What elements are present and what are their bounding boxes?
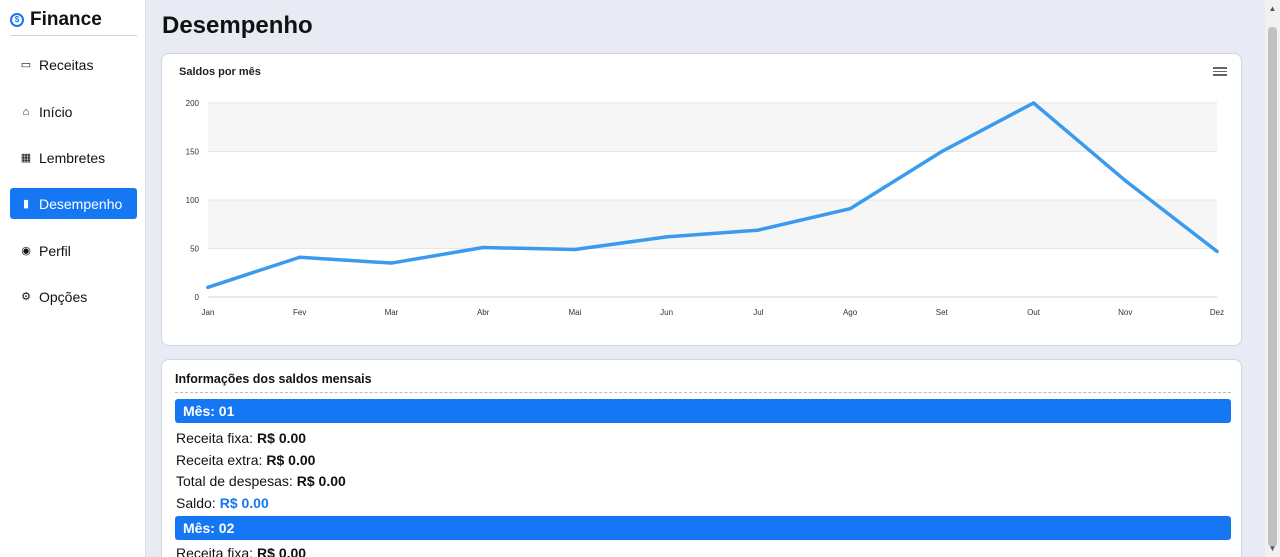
- sidebar-item-desempenho[interactable]: ▮ Desempenho: [10, 188, 137, 219]
- data-point: [940, 149, 944, 154]
- data-point: [481, 245, 485, 250]
- app-title: Finance: [30, 8, 102, 30]
- x-tick-label: Dez: [1210, 308, 1224, 317]
- menu-icon[interactable]: [1213, 65, 1227, 77]
- data-point: [206, 285, 210, 290]
- data-point: [389, 261, 394, 265]
- receita-extra-label: Receita extra:: [176, 452, 263, 468]
- receita-extra-value: R$ 0.00: [266, 452, 316, 468]
- x-tick-label: Jan: [202, 308, 215, 317]
- dollar-coin-icon: $: [10, 12, 24, 27]
- month-header: Mês: 02: [175, 516, 1231, 540]
- receita-fixa-label: Receita fixa:: [176, 430, 254, 446]
- x-tick-label: Ago: [843, 308, 858, 317]
- y-tick-label: 0: [195, 293, 200, 302]
- home-icon: ⌂: [22, 105, 30, 118]
- despesas-line: Total de despesas: R$ 0.00: [176, 473, 346, 489]
- gear-icon: ⚙: [21, 291, 31, 303]
- chart-title: Saldos por mês: [179, 66, 261, 78]
- scroll-down-arrow-icon[interactable]: ▼: [1268, 544, 1277, 553]
- data-point: [756, 228, 761, 232]
- sidebar-item-label: Perfil: [39, 242, 71, 259]
- receita-fixa-line: Receita fixa: R$ 0.00: [176, 545, 306, 557]
- y-tick-label: 150: [186, 148, 200, 157]
- user-circle-icon: ◉: [21, 245, 31, 257]
- line-chart: 0 50 100 150 200 Jan Fev Mar Abr Mai Jun Jul Ago Set O…: [186, 99, 1224, 317]
- chart-card: Saldos por mês 0 50 100 150 200 Jan Fev Mar Abr M…: [161, 53, 1242, 346]
- y-tick-label: 50: [190, 245, 199, 254]
- info-title: Informações dos saldos mensais: [175, 372, 372, 386]
- brand[interactable]: $ Finance: [10, 8, 137, 36]
- scrollbar-thumb[interactable]: [1268, 27, 1277, 547]
- sidebar-item-opcoes[interactable]: ⚙ Opções: [10, 281, 137, 312]
- page-title: Desempenho: [162, 12, 313, 39]
- sidebar-item-label: Início: [39, 103, 73, 120]
- sidebar-item-label: Opções: [39, 288, 88, 305]
- series-line: [206, 101, 1219, 290]
- grid-band: [208, 103, 1217, 152]
- x-tick-label: Jul: [753, 308, 763, 317]
- grid-band: [208, 200, 1217, 249]
- x-tick-label: Nov: [1118, 308, 1132, 317]
- sidebar-item-lembretes[interactable]: ▦ Lembretes: [10, 142, 137, 173]
- saldo-value: R$ 0.00: [219, 495, 269, 511]
- wallet-icon: ▭: [20, 59, 32, 71]
- calendar-icon: ▦: [20, 152, 32, 164]
- x-tick-label: Abr: [477, 308, 490, 317]
- divider: [175, 392, 1231, 393]
- sidebar-item-receitas[interactable]: ▭ Receitas: [10, 49, 137, 80]
- sidebar-item-label: Desempenho: [39, 195, 123, 212]
- sidebar-item-label: Receitas: [39, 56, 94, 73]
- data-point: [664, 235, 669, 239]
- x-tick-label: Mar: [385, 308, 399, 317]
- y-tick-label: 200: [186, 99, 200, 108]
- y-tick-label: 100: [186, 196, 200, 205]
- sidebar-item-label: Lembretes: [39, 149, 106, 166]
- sidebar: $ Finance ▭ Receitas ⌂ Início ▦ Lembrete…: [0, 0, 146, 557]
- x-tick-label: Jun: [660, 308, 673, 317]
- data-point: [573, 247, 577, 252]
- receita-fixa-value: R$ 0.00: [257, 430, 307, 446]
- bar-chart-icon: ▮: [22, 198, 30, 210]
- saldo-label: Saldo:: [176, 495, 216, 511]
- data-point: [1031, 101, 1036, 105]
- receita-extra-line: Receita extra: R$ 0.00: [176, 452, 315, 468]
- info-card: Informações dos saldos mensais Mês: 01 R…: [161, 359, 1242, 557]
- sidebar-item-inicio[interactable]: ⌂ Início: [10, 96, 137, 127]
- sidebar-item-perfil[interactable]: ◉ Perfil: [10, 235, 137, 266]
- data-point: [1215, 249, 1219, 254]
- saldo-line: Saldo: R$ 0.00: [176, 495, 269, 511]
- x-tick-label: Set: [936, 308, 949, 317]
- despesas-label: Total de despesas:: [176, 473, 293, 489]
- despesas-value: R$ 0.00: [296, 473, 346, 489]
- scroll-up-arrow-icon[interactable]: ▲: [1268, 4, 1277, 13]
- data-point: [1123, 178, 1128, 183]
- x-tick-label: Out: [1027, 308, 1041, 317]
- data-point: [297, 255, 302, 259]
- x-tick-label: Fev: [293, 308, 306, 317]
- receita-fixa-label: Receita fixa:: [176, 545, 254, 557]
- scrollbar[interactable]: ▲ ▼: [1265, 0, 1280, 557]
- data-point: [848, 206, 852, 211]
- receita-fixa-line: Receita fixa: R$ 0.00: [176, 430, 306, 446]
- x-tick-label: Mai: [568, 308, 581, 317]
- receita-fixa-value: R$ 0.00: [257, 545, 307, 557]
- month-header: Mês: 01: [175, 399, 1231, 423]
